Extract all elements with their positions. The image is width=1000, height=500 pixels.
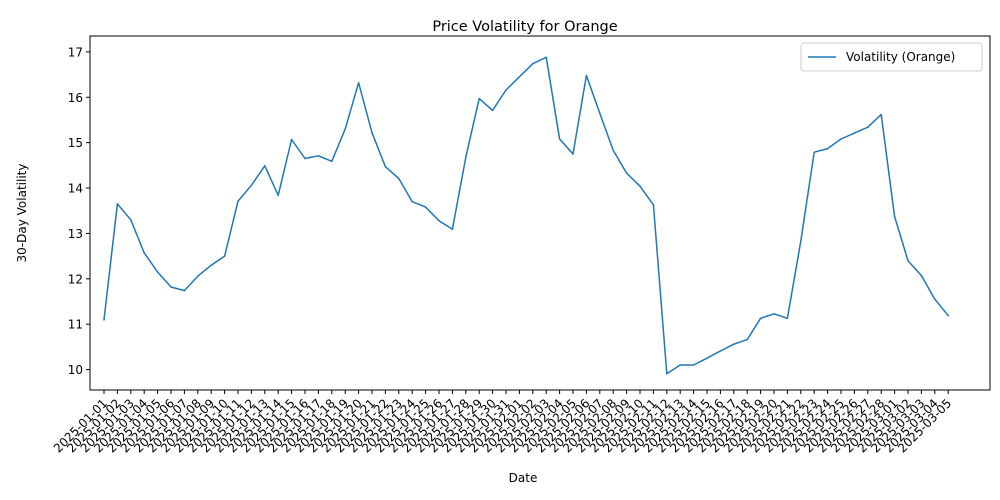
data-point	[853, 132, 856, 134]
plot-frame	[89, 35, 991, 391]
data-point	[666, 372, 668, 375]
data-point	[290, 138, 293, 141]
data-point	[692, 364, 695, 366]
data-point	[304, 157, 306, 160]
data-point	[585, 74, 588, 77]
data-point	[599, 112, 601, 114]
y-axis-label: 30-Day Volatility	[15, 164, 29, 263]
data-point	[840, 138, 842, 140]
y-tick-label: 16	[68, 91, 83, 105]
data-point	[438, 219, 440, 222]
data-point	[183, 289, 186, 292]
y-tick-label: 12	[68, 272, 83, 286]
data-point	[759, 317, 762, 320]
data-point	[826, 147, 829, 150]
data-point	[532, 62, 534, 65]
series-layer	[103, 56, 950, 375]
data-point	[800, 240, 802, 242]
data-point	[130, 219, 132, 221]
y-tick-label: 10	[68, 363, 83, 377]
data-point	[572, 153, 574, 155]
data-point	[813, 151, 815, 153]
data-point	[424, 206, 427, 208]
y-tick-label: 11	[68, 318, 83, 332]
data-point	[907, 259, 909, 262]
data-point	[867, 126, 869, 128]
data-point	[277, 194, 279, 197]
y-tick-label: 13	[68, 227, 83, 241]
data-point	[558, 138, 561, 140]
data-point	[210, 264, 212, 266]
data-point	[719, 350, 722, 352]
series-line-0	[103, 56, 950, 375]
data-point	[491, 109, 494, 112]
data-point	[639, 185, 641, 187]
data-point	[250, 184, 253, 187]
data-point	[116, 203, 119, 205]
data-point	[331, 160, 333, 163]
data-point	[786, 317, 789, 320]
data-point	[947, 314, 949, 317]
data-point	[893, 215, 896, 218]
data-point	[156, 271, 159, 273]
legend-label: Volatility (Orange)	[846, 50, 955, 64]
data-point	[733, 343, 735, 345]
data-point	[237, 200, 239, 202]
data-point	[920, 274, 923, 277]
data-point	[625, 172, 628, 174]
y-tick-label: 17	[68, 45, 83, 59]
data-point	[612, 149, 614, 152]
data-point	[465, 156, 467, 158]
data-point	[223, 255, 226, 257]
data-point	[679, 364, 681, 366]
y-axis-ticks: 10 11 12 13 14 15 16 17	[68, 45, 90, 377]
data-point	[264, 165, 266, 167]
data-point	[706, 357, 708, 359]
x-axis-label: Date	[509, 471, 538, 485]
data-point	[411, 200, 413, 203]
y-tick-label: 15	[68, 136, 83, 150]
legend-box	[800, 42, 983, 72]
chart-title: Price Volatility for Orange	[432, 19, 617, 35]
data-point	[398, 177, 400, 180]
data-point	[371, 131, 373, 134]
y-tick-label: 14	[68, 182, 83, 196]
data-point	[773, 313, 775, 315]
data-point	[880, 113, 882, 116]
data-point	[344, 128, 346, 130]
data-point	[478, 97, 480, 100]
data-point	[451, 228, 454, 231]
data-point	[518, 76, 521, 78]
data-point	[197, 275, 199, 277]
data-point	[317, 155, 320, 157]
data-point	[505, 89, 507, 91]
data-point	[652, 204, 655, 206]
data-point	[357, 81, 360, 84]
data-point	[103, 318, 105, 321]
data-point	[384, 165, 387, 168]
data-point	[545, 56, 547, 59]
data-point	[746, 338, 748, 341]
legend: Volatility (Orange)	[800, 42, 983, 72]
data-point	[934, 298, 936, 300]
data-point	[143, 252, 145, 254]
data-point	[170, 286, 172, 288]
